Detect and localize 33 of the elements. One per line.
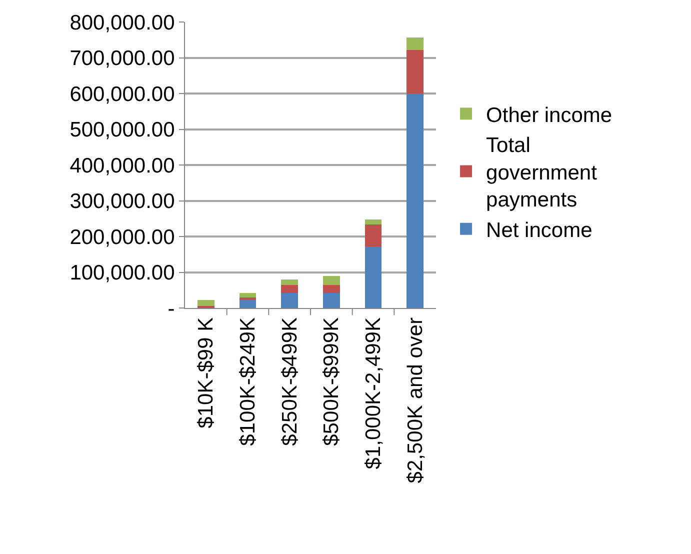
x-tick-label: $10K-$99 K bbox=[194, 317, 218, 428]
y-tick-label: 600,000.00 bbox=[70, 82, 175, 106]
bar bbox=[239, 300, 256, 308]
bar bbox=[323, 276, 340, 286]
x-tick-label: $500K-$999K bbox=[320, 317, 344, 446]
y-tick-label: 300,000.00 bbox=[70, 190, 175, 214]
bar bbox=[406, 94, 424, 308]
y-tick-label: 400,000.00 bbox=[70, 154, 175, 178]
x-tick-label: $2,500K and over bbox=[404, 317, 427, 484]
bar bbox=[281, 279, 298, 286]
y-tick-label: 100,000.00 bbox=[70, 262, 175, 285]
bar bbox=[239, 292, 256, 298]
y-tick-label: - bbox=[168, 297, 175, 320]
bar bbox=[281, 292, 298, 308]
y-tick-label: 800,000.00 bbox=[70, 11, 175, 34]
legend-label: Other income bbox=[486, 104, 612, 127]
bar bbox=[406, 50, 424, 94]
bar bbox=[364, 220, 382, 224]
y-tick-label: 700,000.00 bbox=[70, 47, 175, 70]
x-tick-label: $100K-$249K bbox=[236, 317, 260, 446]
x-tick-label: $1,000K-2,499K bbox=[362, 317, 386, 470]
y-tick-label: 200,000.00 bbox=[70, 226, 175, 249]
bar bbox=[323, 285, 340, 293]
legend-label: Total government payments bbox=[486, 134, 598, 212]
bar bbox=[364, 246, 382, 308]
bar bbox=[406, 37, 424, 50]
y-tick-label: 500,000.00 bbox=[70, 118, 175, 142]
bar bbox=[281, 285, 298, 293]
bar bbox=[364, 224, 382, 247]
bar bbox=[198, 300, 214, 306]
bar bbox=[323, 292, 340, 308]
legend-label: Net income bbox=[486, 219, 592, 242]
x-tick-label: $250K-$499K bbox=[278, 317, 302, 446]
